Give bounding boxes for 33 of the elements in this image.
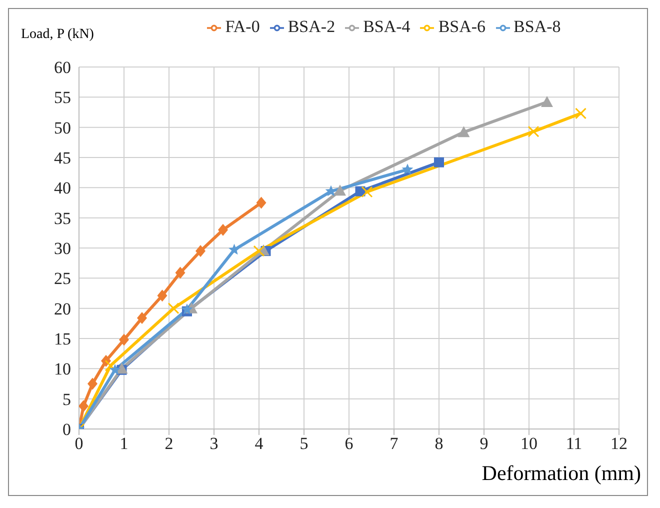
y-tick-label: 60 (54, 58, 71, 78)
y-tick-label: 15 (54, 330, 71, 349)
x-tick-label: 10 (520, 434, 538, 454)
x-tick-label: 11 (566, 434, 582, 454)
x-tick-label: 0 (74, 434, 84, 454)
y-tick-label: 25 (54, 269, 71, 288)
x-tick-label: 3 (210, 434, 218, 454)
y-tick-label: 5 (62, 390, 71, 409)
y-tick-label: 0 (62, 420, 71, 440)
x-tick-label: 6 (344, 434, 354, 454)
x-tick-label: 8 (434, 434, 444, 454)
legend-label: BSA-4 (363, 17, 410, 36)
legend-label: FA-0 (225, 17, 260, 36)
legend-label: BSA-6 (438, 17, 486, 36)
y-tick-label: 45 (54, 148, 71, 168)
x-tick-label: 4 (254, 434, 264, 454)
x-tick-label: 2 (164, 434, 174, 454)
x-tick-label: 1 (120, 434, 128, 454)
x-axis-title: Deformation (mm) (482, 461, 641, 486)
x-tick-label: 9 (480, 434, 488, 454)
legend-label: BSA-8 (514, 17, 561, 36)
y-axis-title: Load, P (kN) (21, 27, 94, 43)
x-tick-label: 12 (610, 434, 628, 454)
y-tick-label: 40 (54, 178, 71, 198)
y-tick-label: 50 (54, 118, 71, 138)
y-tick-label: 55 (54, 88, 71, 108)
y-tick-label: 35 (54, 208, 71, 228)
y-tick-label: 30 (54, 239, 71, 258)
y-tick-label: 10 (54, 360, 71, 379)
x-tick-label: 7 (390, 434, 399, 454)
y-tick-label: 20 (54, 299, 71, 318)
legend-label: BSA-2 (288, 17, 336, 36)
x-tick-label: 5 (300, 434, 308, 454)
